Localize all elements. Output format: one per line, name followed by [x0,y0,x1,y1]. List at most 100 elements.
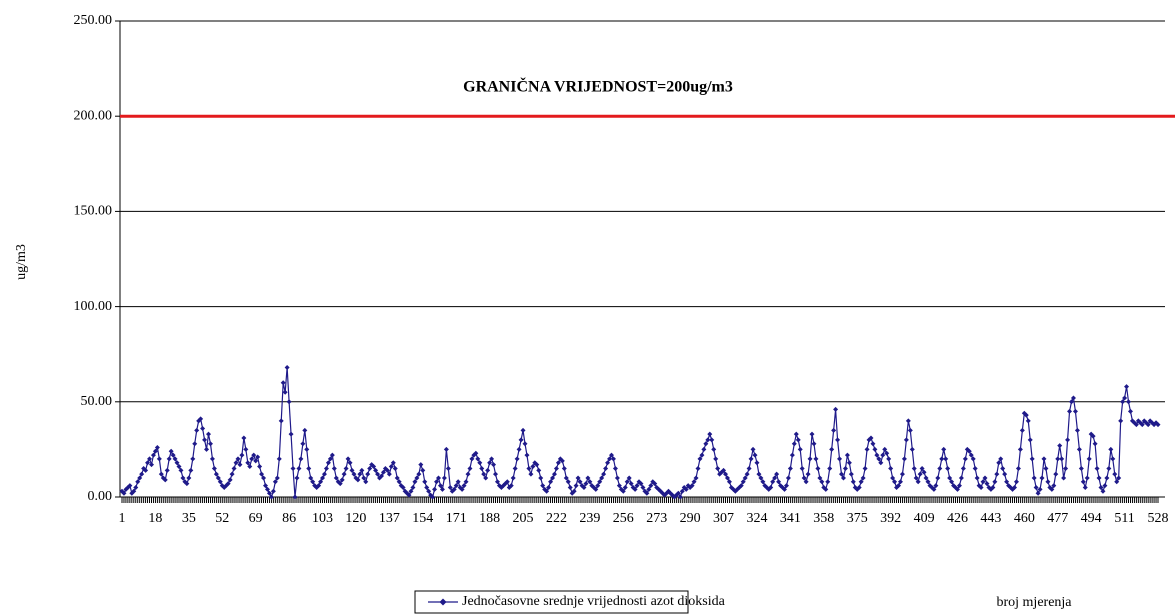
data-point [646,486,652,492]
data-point [876,456,882,462]
data-point [548,479,554,485]
data-point [726,479,732,485]
data-point [571,488,577,494]
data-point [622,484,628,490]
data-point [919,465,925,471]
data-point [896,483,902,489]
data-point [723,471,729,477]
data-point [436,475,442,481]
data-point [915,479,921,485]
data-point [1108,446,1114,452]
data-point [937,465,943,471]
data-point [874,452,880,458]
data-point [174,460,180,466]
data-point [603,465,609,471]
data-point [518,437,524,443]
data-point [270,488,276,494]
data-point [599,475,605,481]
data-point [233,460,239,466]
data-point [158,471,164,477]
data-point [781,486,787,492]
data-point [1126,399,1132,405]
data-point [318,479,324,485]
data-point [396,479,402,485]
data-point [705,437,711,443]
data-point [1080,479,1086,485]
data-point [1110,456,1116,462]
data-point [200,425,206,431]
x-tick-label: 307 [713,511,734,526]
x-tick-label: 120 [345,511,366,526]
data-point [715,465,721,471]
data-point [166,456,172,462]
data-point [359,467,365,473]
data-point [516,446,522,452]
data-point [432,486,438,492]
data-point [365,471,371,477]
data-point [903,437,909,443]
data-point [805,471,811,477]
y-tick-label: 100.00 [74,299,113,314]
data-point [217,479,223,485]
x-tick-label: 426 [947,511,968,526]
data-point [555,460,561,466]
data-point [601,471,607,477]
data-point [162,477,168,483]
legend-box [414,590,689,614]
data-point [1027,437,1033,443]
data-point [180,475,186,481]
data-point [327,456,333,462]
data-point [278,418,284,424]
data-point [561,465,567,471]
data-point [612,465,618,471]
data-point [860,475,866,481]
data-point [831,427,837,433]
data-point [143,467,149,473]
data-point [1015,465,1021,471]
data-point [1122,395,1128,401]
data-point [1055,456,1061,462]
data-point [738,483,744,489]
data-point [247,464,253,470]
data-point [461,483,467,489]
data-point [943,456,949,462]
data-point [325,460,331,466]
data-point [190,456,196,462]
data-point [373,467,379,473]
data-point [577,479,583,485]
data-point [628,481,634,487]
data-point [553,465,559,471]
data-point [862,465,868,471]
data-point [443,446,449,452]
data-point [343,465,349,471]
data-point [257,464,263,470]
data-point [207,441,213,447]
data-point [970,456,976,462]
data-point [331,465,337,471]
data-point [205,431,211,437]
data-point [1104,475,1110,481]
data-point [481,471,487,477]
data-point [483,475,489,481]
x-tick-label: 86 [282,511,296,526]
x-tick-label: 52 [215,511,229,526]
data-point [463,479,469,485]
data-point [795,437,801,443]
data-point [605,460,611,466]
data-point [1092,441,1098,447]
data-point [544,488,550,494]
data-point [349,467,355,473]
data-point [235,456,241,462]
x-tick-label: 494 [1081,511,1102,526]
data-point [394,475,400,481]
data-point [494,479,500,485]
data-point [467,465,473,471]
data-point [1086,456,1092,462]
data-point [386,471,392,477]
data-point [465,471,471,477]
data-point [624,479,630,485]
data-point [872,446,878,452]
data-point [850,479,856,485]
data-point [261,475,267,481]
